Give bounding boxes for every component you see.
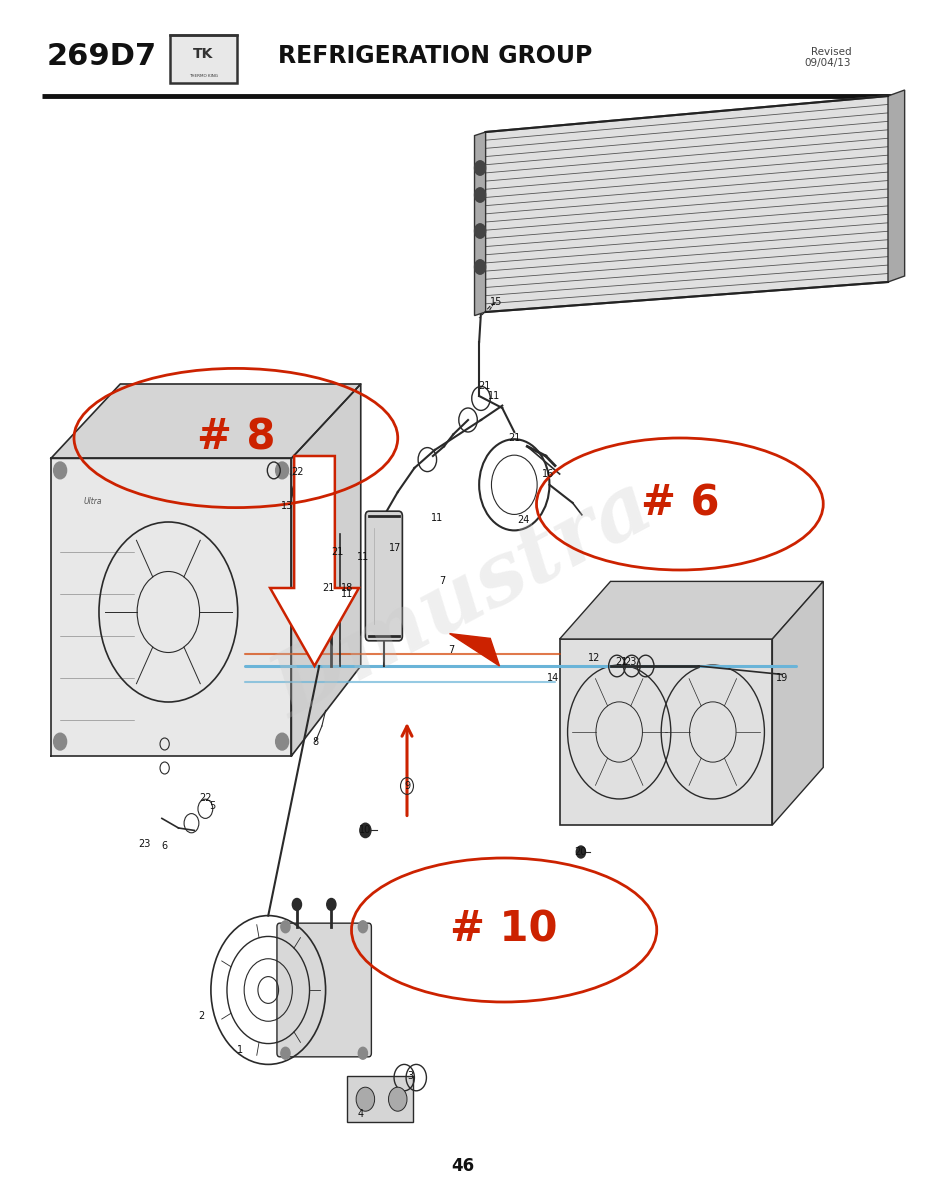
Circle shape — [327, 899, 336, 911]
Polygon shape — [486, 96, 888, 312]
FancyBboxPatch shape — [365, 511, 402, 641]
Polygon shape — [450, 634, 500, 666]
Polygon shape — [888, 90, 905, 282]
Circle shape — [54, 462, 67, 479]
Polygon shape — [560, 581, 823, 638]
Text: 3: 3 — [408, 1072, 413, 1081]
Circle shape — [356, 1087, 375, 1111]
Text: 14: 14 — [547, 673, 560, 683]
Text: # 8: # 8 — [197, 416, 275, 458]
Text: # 10: # 10 — [450, 910, 558, 950]
Polygon shape — [772, 581, 823, 826]
Circle shape — [281, 1048, 290, 1060]
Text: 23: 23 — [624, 658, 637, 667]
Circle shape — [358, 1048, 367, 1060]
Text: Ultra: Ultra — [83, 497, 102, 506]
Text: 2: 2 — [199, 1012, 204, 1021]
Text: 5: 5 — [210, 802, 216, 811]
FancyBboxPatch shape — [277, 923, 372, 1057]
Polygon shape — [475, 132, 486, 316]
Text: 21: 21 — [331, 547, 344, 557]
Circle shape — [475, 161, 486, 175]
Polygon shape — [51, 458, 291, 756]
Text: 46: 46 — [451, 1157, 474, 1176]
Text: 17: 17 — [388, 544, 401, 553]
Circle shape — [475, 223, 486, 238]
Text: REFRIGERATION GROUP: REFRIGERATION GROUP — [278, 44, 592, 68]
Polygon shape — [270, 456, 359, 666]
Text: # 6: # 6 — [641, 482, 719, 526]
Circle shape — [292, 899, 302, 911]
Text: 6: 6 — [162, 841, 167, 851]
Text: TK: TK — [193, 47, 214, 61]
Text: 21: 21 — [508, 433, 521, 443]
Text: 9: 9 — [404, 781, 410, 791]
Text: THERMO KING: THERMO KING — [189, 73, 218, 78]
Circle shape — [576, 846, 586, 858]
Text: 11: 11 — [357, 552, 370, 562]
Text: 21: 21 — [615, 658, 628, 667]
Text: 269D7: 269D7 — [46, 42, 157, 71]
FancyBboxPatch shape — [170, 35, 237, 83]
Text: 21: 21 — [478, 382, 491, 391]
Text: Revised
09/04/13: Revised 09/04/13 — [805, 47, 851, 68]
Polygon shape — [51, 384, 361, 458]
FancyBboxPatch shape — [560, 638, 772, 826]
Text: 11: 11 — [430, 514, 443, 523]
Circle shape — [475, 187, 486, 202]
Circle shape — [360, 823, 371, 838]
Circle shape — [276, 462, 289, 479]
Text: 11: 11 — [340, 589, 353, 599]
Text: 22: 22 — [199, 793, 212, 803]
Text: 19: 19 — [776, 673, 789, 683]
Text: 12: 12 — [587, 653, 600, 662]
Text: 1: 1 — [238, 1045, 243, 1055]
Text: 24: 24 — [517, 515, 530, 524]
Text: Dmustra: Dmustra — [258, 466, 667, 734]
Text: 11: 11 — [487, 391, 500, 401]
Polygon shape — [291, 384, 361, 756]
Circle shape — [54, 733, 67, 750]
Text: 10: 10 — [359, 826, 372, 835]
Text: 22: 22 — [291, 467, 304, 476]
Text: 16: 16 — [541, 469, 554, 479]
Text: 13: 13 — [280, 502, 293, 511]
Text: 8: 8 — [313, 737, 318, 746]
Text: 15: 15 — [489, 298, 502, 307]
Text: 23: 23 — [138, 839, 151, 848]
Text: 20: 20 — [574, 847, 587, 857]
Text: 21: 21 — [322, 583, 335, 593]
Circle shape — [358, 920, 367, 932]
Text: 4: 4 — [358, 1109, 364, 1118]
Circle shape — [281, 920, 290, 932]
Circle shape — [388, 1087, 407, 1111]
Text: 18: 18 — [340, 583, 353, 593]
Circle shape — [276, 733, 289, 750]
Circle shape — [475, 259, 486, 275]
FancyBboxPatch shape — [347, 1076, 413, 1122]
Text: 7: 7 — [449, 646, 454, 655]
Text: 7: 7 — [439, 576, 445, 586]
